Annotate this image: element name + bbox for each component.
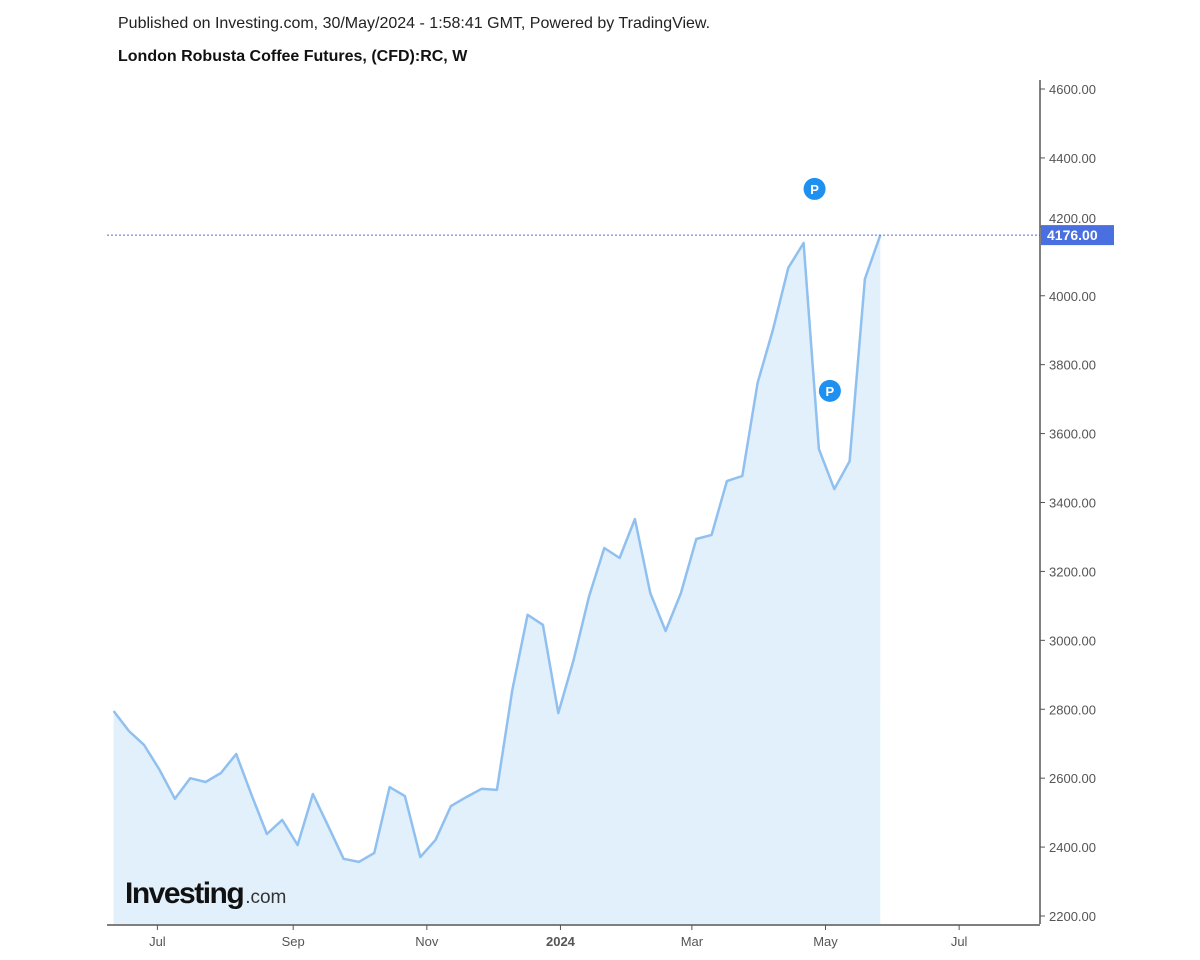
marker-p-icon	[818, 379, 841, 402]
x-tick-label: May	[813, 934, 838, 949]
investing-logo: Investing .com	[125, 877, 286, 910]
y-tick-label: 3000.00	[1049, 633, 1096, 648]
chart-title: London Robusta Coffee Futures, (CFD):RC,…	[118, 48, 468, 65]
y-tick-label: 3200.00	[1049, 564, 1096, 579]
x-tick-label: Mar	[681, 934, 704, 949]
y-tick-label: 2600.00	[1049, 771, 1096, 786]
y-tick-label: 2800.00	[1049, 702, 1096, 717]
y-tick-label: 4600.00	[1049, 82, 1096, 97]
price-line	[112, 234, 882, 864]
x-tick-label: Nov	[415, 934, 439, 949]
logo-text-main: Investing	[125, 877, 243, 910]
y-tick-label: 4400.00	[1049, 151, 1096, 166]
x-tick-label: Jul	[149, 934, 166, 949]
y-tick-label: 2200.00	[1049, 909, 1096, 924]
area-fill	[113, 235, 881, 925]
marker-label: P	[810, 182, 819, 197]
x-tick-label: 2024	[546, 934, 576, 949]
x-tick-label: Sep	[282, 934, 305, 949]
y-tick-label: 4200.00	[1049, 211, 1096, 226]
y-tick-label: 2400.00	[1049, 840, 1096, 855]
x-tick-label: Jul	[951, 934, 968, 949]
marker-label: P	[826, 384, 835, 399]
y-tick-label: 3400.00	[1049, 496, 1096, 511]
y-tick-label: 4000.00	[1049, 289, 1096, 304]
logo-text: Investing .com	[125, 877, 286, 910]
last-value-badge	[1041, 225, 1114, 246]
marker-p-icon	[803, 177, 826, 200]
published-note: Published on Investing.com, 30/May/2024 …	[118, 15, 711, 32]
last-value-label: 4176.00	[1047, 227, 1098, 243]
y-tick-label: 3800.00	[1049, 358, 1096, 373]
y-tick-label: 3600.00	[1049, 427, 1096, 442]
logo-text-suffix: .com	[245, 887, 286, 908]
